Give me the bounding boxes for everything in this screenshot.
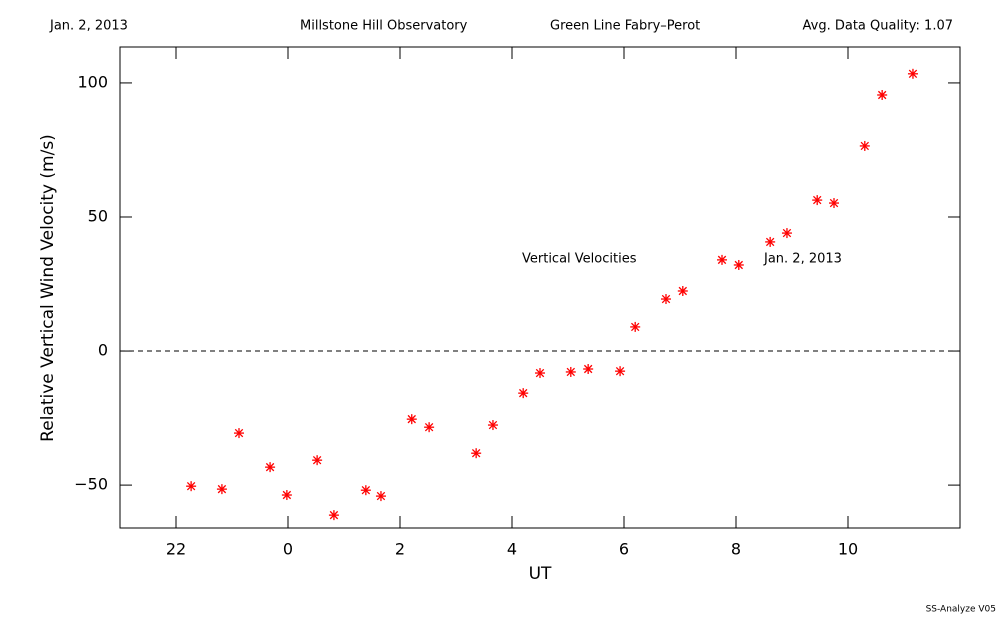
- marker: [829, 198, 839, 209]
- marker: [583, 364, 594, 375]
- marker-stroke: [361, 485, 371, 495]
- marker-stroke: [424, 422, 434, 432]
- marker: [717, 254, 727, 265]
- x-tick-label: 4: [507, 540, 517, 559]
- annotation: Vertical Velocities: [522, 252, 637, 267]
- marker: [907, 68, 918, 79]
- marker: [471, 448, 482, 459]
- x-tick-label: 6: [619, 540, 629, 559]
- y-tick-label: 50: [88, 206, 108, 225]
- marker: [487, 420, 498, 431]
- marker-stroke: [376, 491, 386, 501]
- marker: [615, 366, 626, 377]
- marker-stroke: [583, 364, 593, 374]
- marker-stroke: [812, 195, 822, 205]
- marker-stroke: [566, 367, 576, 377]
- marker: [328, 510, 339, 521]
- y-tick-label: 0: [98, 341, 108, 360]
- marker: [234, 428, 244, 439]
- x-tick-label: 22: [166, 540, 186, 559]
- plot-frame: [119, 46, 961, 529]
- marker: [406, 414, 417, 425]
- x-tick-label: 10: [838, 540, 858, 559]
- marker-stroke: [678, 286, 688, 296]
- marker: [216, 484, 227, 495]
- marker: [312, 455, 323, 466]
- marker: [781, 228, 792, 239]
- marker: [677, 285, 688, 296]
- y-tick-label: 100: [77, 72, 108, 91]
- marker-stroke: [186, 481, 196, 491]
- marker: [630, 321, 641, 332]
- marker: [360, 485, 371, 496]
- header-date: Jan. 2, 2013: [49, 19, 128, 34]
- marker: [565, 366, 576, 377]
- marker-stroke: [488, 420, 498, 430]
- header-instrument: Green Line Fabry–Perot: [550, 19, 700, 34]
- marker: [661, 294, 671, 305]
- x-tick-label: 8: [731, 540, 741, 559]
- marker: [859, 140, 870, 151]
- marker-stroke: [829, 198, 839, 208]
- marker-stroke: [860, 141, 870, 151]
- marker: [424, 422, 435, 433]
- marker-stroke: [312, 455, 322, 465]
- marker: [733, 259, 744, 270]
- marker: [765, 236, 776, 247]
- header-site: Millstone Hill Observatory: [300, 19, 468, 34]
- marker-stroke: [471, 448, 481, 458]
- y-axis-label: Relative Vertical Wind Velocity (m/s): [38, 134, 58, 442]
- marker-stroke: [877, 90, 887, 100]
- marker-stroke: [765, 237, 775, 247]
- marker: [518, 388, 529, 399]
- x-tick-label: 0: [283, 540, 293, 559]
- marker-stroke: [908, 69, 918, 79]
- footer: SS-Analyze V05: [926, 605, 996, 615]
- marker-stroke: [782, 228, 792, 238]
- marker: [535, 368, 545, 379]
- marker-stroke: [717, 255, 727, 265]
- marker-stroke: [535, 368, 545, 378]
- marker-stroke: [282, 490, 292, 500]
- marker-stroke: [630, 322, 640, 332]
- marker: [812, 195, 823, 206]
- marker-stroke: [661, 294, 671, 304]
- marker-stroke: [329, 510, 339, 520]
- marker: [186, 481, 197, 492]
- marker: [265, 462, 276, 473]
- marker-stroke: [407, 414, 416, 424]
- marker-stroke: [734, 260, 744, 270]
- marker: [877, 89, 888, 100]
- y-tick-label: −50: [74, 475, 108, 494]
- marker-stroke: [518, 388, 528, 398]
- marker-stroke: [615, 366, 625, 376]
- header-quality: Avg. Data Quality: 1.07: [803, 19, 953, 34]
- x-tick-label: 2: [395, 540, 405, 559]
- marker-stroke: [265, 462, 275, 472]
- marker: [375, 491, 386, 502]
- annotation: Jan. 2, 2013: [763, 252, 842, 267]
- x-axis-label: UT: [529, 564, 552, 584]
- marker-stroke: [217, 484, 227, 494]
- marker-stroke: [234, 428, 244, 438]
- marker: [281, 490, 292, 501]
